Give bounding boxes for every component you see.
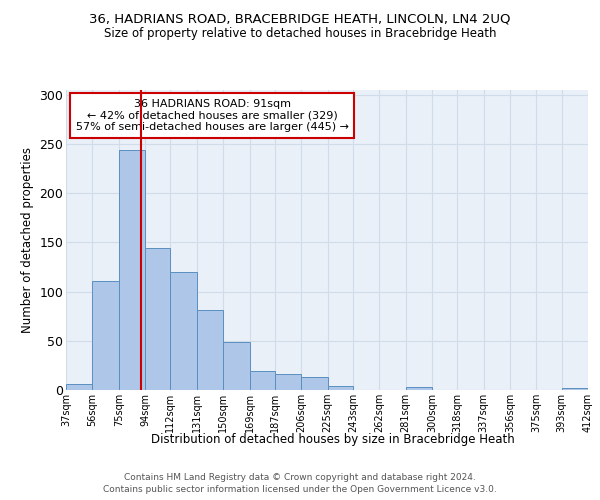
Bar <box>66 384 92 390</box>
Y-axis label: Number of detached properties: Number of detached properties <box>21 147 34 333</box>
Bar <box>170 272 197 390</box>
Text: Contains HM Land Registry data © Crown copyright and database right 2024.: Contains HM Land Registry data © Crown c… <box>124 472 476 482</box>
Text: 36 HADRIANS ROAD: 91sqm
← 42% of detached houses are smaller (329)
57% of semi-d: 36 HADRIANS ROAD: 91sqm ← 42% of detache… <box>76 99 349 132</box>
Text: Size of property relative to detached houses in Bracebridge Heath: Size of property relative to detached ho… <box>104 28 496 40</box>
Text: Contains public sector information licensed under the Open Government Licence v3: Contains public sector information licen… <box>103 485 497 494</box>
Bar <box>92 281 119 390</box>
Bar <box>275 374 301 390</box>
Bar <box>197 310 223 390</box>
Text: 36, HADRIANS ROAD, BRACEBRIDGE HEATH, LINCOLN, LN4 2UQ: 36, HADRIANS ROAD, BRACEBRIDGE HEATH, LI… <box>89 12 511 26</box>
Bar <box>562 388 588 390</box>
Bar <box>119 150 145 390</box>
Bar <box>145 248 170 390</box>
Bar <box>250 372 275 390</box>
Text: Distribution of detached houses by size in Bracebridge Heath: Distribution of detached houses by size … <box>151 432 515 446</box>
Bar <box>328 386 353 390</box>
Bar <box>301 377 328 390</box>
Bar <box>406 387 432 390</box>
Bar <box>223 342 250 390</box>
